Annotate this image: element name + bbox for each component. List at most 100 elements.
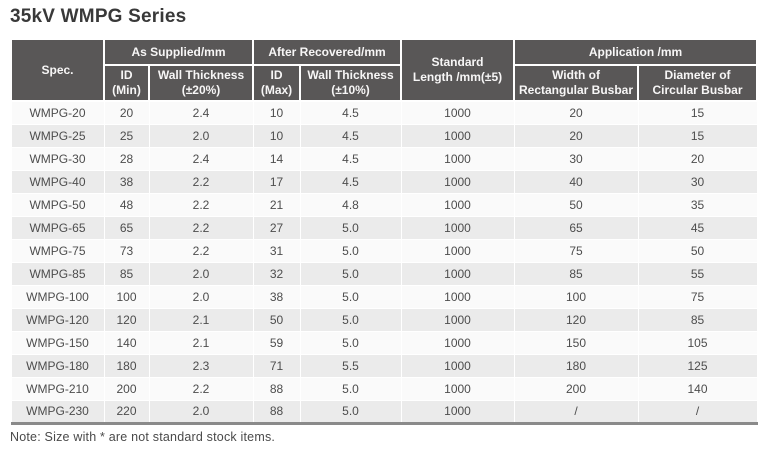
page: 35kV WMPG Series Spec. As Supplied/mm Af… bbox=[10, 6, 759, 444]
cell-wall-thickness-20: 2.2 bbox=[148, 215, 254, 240]
col-group-application: Application /mm bbox=[513, 38, 759, 66]
col-header-standard-length: Standard Length /mm(±5) bbox=[400, 38, 516, 102]
cell-wall-thickness-20: 2.4 bbox=[148, 146, 254, 171]
cell-id-min: 28 bbox=[103, 146, 150, 171]
cell-width-rect-busbar: 65 bbox=[513, 215, 639, 240]
cell-dia-circ-busbar: 125 bbox=[637, 353, 758, 378]
table-row: WMPG-120 120 2.1 50 5.0 1000 120 85 bbox=[10, 307, 758, 332]
cell-id-max: 21 bbox=[252, 192, 301, 217]
cell-dia-circ-busbar: 50 bbox=[637, 238, 758, 263]
wall-10-line2: (±10%) bbox=[331, 83, 370, 97]
cell-wall-thickness-20: 2.0 bbox=[148, 261, 254, 286]
cell-standard-length: 1000 bbox=[400, 123, 515, 148]
table-row: WMPG-30 28 2.4 14 4.5 1000 30 20 bbox=[10, 146, 758, 171]
cell-width-rect-busbar: 200 bbox=[513, 376, 639, 401]
cell-id-max: 14 bbox=[252, 146, 301, 171]
cell-id-max: 50 bbox=[252, 307, 301, 332]
cell-id-max: 59 bbox=[252, 330, 301, 355]
cell-dia-circ-busbar: 55 bbox=[637, 261, 758, 286]
table-row: WMPG-25 25 2.0 10 4.5 1000 20 15 bbox=[10, 123, 758, 148]
cell-wall-thickness-10: 5.0 bbox=[299, 376, 402, 401]
cell-spec: WMPG-85 bbox=[10, 261, 105, 286]
cell-id-max: 88 bbox=[252, 399, 301, 425]
cell-width-rect-busbar: 75 bbox=[513, 238, 639, 263]
cell-spec: WMPG-210 bbox=[10, 376, 105, 401]
cell-dia-circ-busbar: 85 bbox=[637, 307, 758, 332]
cell-id-min: 25 bbox=[103, 123, 150, 148]
cell-dia-circ-busbar: 140 bbox=[637, 376, 758, 401]
header-group-row: Spec. As Supplied/mm After Recovered/mm … bbox=[10, 38, 759, 102]
cell-wall-thickness-10: 4.5 bbox=[299, 146, 402, 171]
table-row: WMPG-230 220 2.0 88 5.0 1000// bbox=[10, 399, 758, 425]
table-row: WMPG-100 100 2.0 38 5.0 1000 100 75 bbox=[10, 284, 758, 309]
cell-dia-circ-busbar: 35 bbox=[637, 192, 758, 217]
cell-width-rect-busbar: 85 bbox=[513, 261, 639, 286]
cell-wall-thickness-10: 5.0 bbox=[299, 330, 402, 355]
cell-dia-circ-busbar: 105 bbox=[637, 330, 758, 355]
table-row: WMPG-50 48 2.2 21 4.8 1000 50 35 bbox=[10, 192, 758, 217]
table-header: Spec. As Supplied/mm After Recovered/mm … bbox=[10, 38, 759, 102]
cell-id-max: 71 bbox=[252, 353, 301, 378]
cell-width-rect-busbar: 30 bbox=[513, 146, 639, 171]
table-row: WMPG-20 20 2.4 10 4.5 1000 20 15 bbox=[10, 100, 758, 125]
dia-circ-line2: Circular Busbar bbox=[652, 83, 743, 97]
cell-id-min: 73 bbox=[103, 238, 150, 263]
cell-id-min: 120 bbox=[103, 307, 150, 332]
table-row: WMPG-150 140 2.1 59 5.0 1000 150 105 bbox=[10, 330, 758, 355]
col-header-width-rect-busbar: Width of Rectangular Busbar bbox=[513, 64, 640, 102]
cell-wall-thickness-10: 5.5 bbox=[299, 353, 402, 378]
cell-id-max: 17 bbox=[252, 169, 301, 194]
col-group-after-recovered: After Recovered/mm bbox=[252, 38, 403, 66]
cell-width-rect-busbar: 100 bbox=[513, 284, 639, 309]
col-header-wall-thickness-10: Wall Thickness (±10%) bbox=[299, 64, 403, 102]
cell-spec: WMPG-50 bbox=[10, 192, 105, 217]
col-group-as-supplied: As Supplied/mm bbox=[102, 38, 255, 66]
cell-standard-length: 1000 bbox=[400, 169, 515, 194]
cell-id-min: 38 bbox=[103, 169, 150, 194]
cell-width-rect-busbar: 150 bbox=[513, 330, 639, 355]
cell-wall-thickness-10: 5.0 bbox=[299, 238, 402, 263]
cell-dia-circ-busbar: 15 bbox=[637, 100, 758, 125]
cell-width-rect-busbar: 180 bbox=[513, 353, 639, 378]
cell-id-min: 180 bbox=[103, 353, 150, 378]
width-rect-line2: Rectangular Busbar bbox=[519, 83, 634, 97]
cell-id-min: 100 bbox=[103, 284, 150, 309]
cell-wall-thickness-10: 5.0 bbox=[299, 261, 402, 286]
table-row: WMPG-85 85 2.0 32 5.0 1000 85 55 bbox=[10, 261, 758, 286]
cell-wall-thickness-20: 2.0 bbox=[148, 399, 254, 425]
id-max-line1: ID bbox=[270, 68, 283, 82]
cell-spec: WMPG-150 bbox=[10, 330, 105, 355]
cell-standard-length: 1000 bbox=[400, 215, 515, 240]
cell-spec: WMPG-30 bbox=[10, 146, 105, 171]
standard-length-line2: Length /mm(±5) bbox=[412, 70, 503, 84]
cell-wall-thickness-10: 4.8 bbox=[299, 192, 402, 217]
cell-dia-circ-busbar: 45 bbox=[637, 215, 758, 240]
cell-dia-circ-busbar: / bbox=[637, 399, 758, 425]
table-body: WMPG-20 20 2.4 10 4.5 1000 20 15 WMPG-25 25 2.0 10 4… bbox=[10, 100, 758, 425]
cell-id-min: 140 bbox=[103, 330, 150, 355]
cell-standard-length: 1000 bbox=[400, 330, 515, 355]
cell-spec: WMPG-25 bbox=[10, 123, 105, 148]
cell-wall-thickness-20: 2.3 bbox=[148, 353, 254, 378]
cell-id-min: 20 bbox=[103, 100, 150, 125]
cell-wall-thickness-10: 5.0 bbox=[299, 215, 402, 240]
cell-spec: WMPG-75 bbox=[10, 238, 105, 263]
cell-dia-circ-busbar: 30 bbox=[637, 169, 758, 194]
cell-wall-thickness-20: 2.2 bbox=[148, 238, 254, 263]
cell-spec: WMPG-100 bbox=[10, 284, 105, 309]
id-max-line2: (Max) bbox=[260, 83, 293, 97]
cell-spec: WMPG-230 bbox=[10, 399, 105, 425]
cell-id-min: 48 bbox=[103, 192, 150, 217]
cell-id-max: 10 bbox=[252, 123, 301, 148]
spec-table: Spec. As Supplied/mm After Recovered/mm … bbox=[10, 38, 759, 425]
cell-id-max: 88 bbox=[252, 376, 301, 401]
table-row: WMPG-180 180 2.3 71 5.5 1000 180 125 bbox=[10, 353, 758, 378]
cell-standard-length: 1000 bbox=[400, 284, 515, 309]
cell-id-max: 27 bbox=[252, 215, 301, 240]
col-header-id-max: ID (Max) bbox=[252, 64, 302, 102]
cell-standard-length: 1000 bbox=[400, 307, 515, 332]
cell-wall-thickness-20: 2.1 bbox=[148, 330, 254, 355]
cell-standard-length: 1000 bbox=[400, 146, 515, 171]
cell-standard-length: 1000 bbox=[400, 192, 515, 217]
cell-id-min: 65 bbox=[103, 215, 150, 240]
